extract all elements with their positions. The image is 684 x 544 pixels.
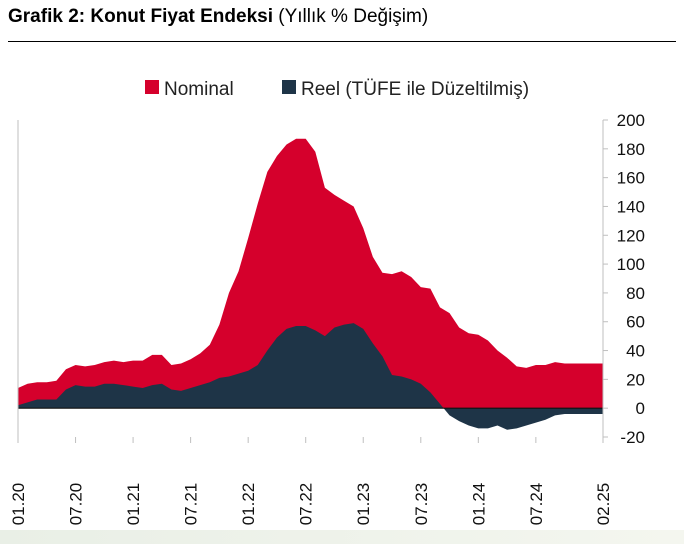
y-tick-label: 40 xyxy=(626,342,645,361)
x-tick-label: 07.22 xyxy=(297,483,316,526)
y-tick-label: 20 xyxy=(626,370,645,389)
y-tick-label: 0 xyxy=(636,399,645,418)
y-tick-label: 60 xyxy=(626,313,645,332)
y-tick-label: 160 xyxy=(617,169,645,188)
title-divider xyxy=(8,41,676,42)
chart-title-main: Grafik 2: Konut Fiyat Endeksi xyxy=(8,6,273,27)
x-axis-ticks: 01.20 07.20 01.21 07.21 01.22 07.22 01.23 07.23… xyxy=(9,437,613,525)
x-tick-label: 07.20 xyxy=(67,483,86,526)
y-tick-label: -20 xyxy=(620,428,645,447)
legend-swatch-nominal xyxy=(145,80,159,94)
legend-swatch-reel xyxy=(282,80,296,94)
legend-label-nominal: Nominal xyxy=(164,79,234,100)
chart-title-subtitle: (Yıllık % Değişim) xyxy=(278,6,429,27)
x-tick-label: 01.22 xyxy=(239,483,258,526)
footer-strip xyxy=(0,530,684,544)
x-tick-label: 07.23 xyxy=(412,483,431,526)
chart-title: Grafik 2: Konut Fiyat Endeksi (Yıllık % … xyxy=(8,6,676,36)
chart-canvas: Nominal Reel (TÜFE ile Düzeltilmiş) 2001… xyxy=(9,79,645,525)
area-reel xyxy=(18,323,603,430)
x-tick-label: 01.24 xyxy=(469,483,488,526)
x-tick-label: 07.21 xyxy=(182,483,201,526)
y-tick-label: 200 xyxy=(617,111,645,130)
axes xyxy=(17,120,604,437)
y-tick-label: 180 xyxy=(617,140,645,159)
legend-label-reel: Reel (TÜFE ile Düzeltilmiş) xyxy=(301,79,529,100)
x-tick-label: 01.21 xyxy=(124,483,143,526)
y-tick-label: 100 xyxy=(617,255,645,274)
y-tick-label: 140 xyxy=(617,197,645,216)
x-tick-label: 01.23 xyxy=(354,483,373,526)
x-tick-label: 07.24 xyxy=(527,483,546,526)
x-tick-label: 01.20 xyxy=(9,483,28,526)
area-nominal xyxy=(18,138,603,409)
y-tick-label: 120 xyxy=(617,226,645,245)
plot-areas xyxy=(18,138,603,430)
x-tick-label: 02.25 xyxy=(594,483,613,526)
y-tick-label: 80 xyxy=(626,284,645,303)
legend: Nominal Reel (TÜFE ile Düzeltilmiş) xyxy=(145,79,529,100)
